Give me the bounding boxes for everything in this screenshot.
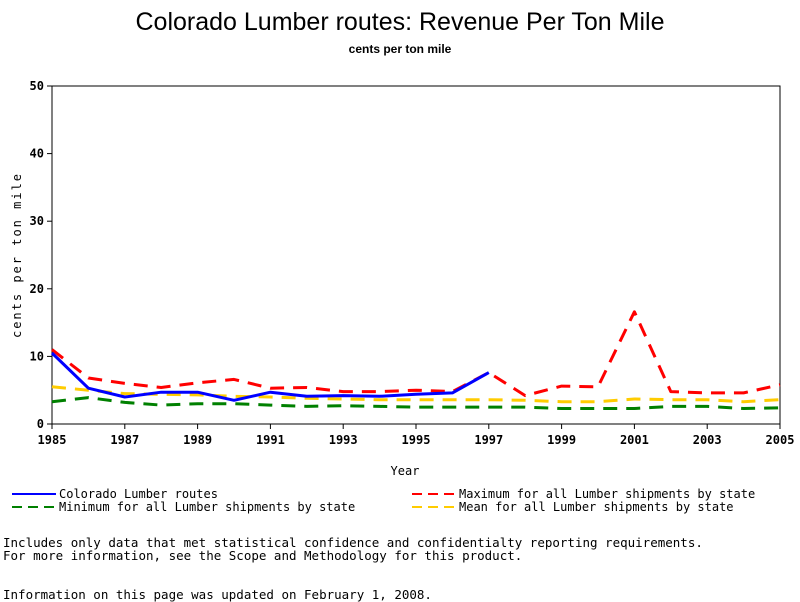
series-line-2	[51, 396, 781, 410]
legend-label-1: Maximum for all Lumber shipments by stat…	[459, 487, 755, 501]
y-axis-label: cents per ton mile	[10, 172, 24, 338]
x-tick-label: 1989	[183, 433, 212, 447]
legend-label-0: Colorado Lumber routes	[59, 487, 218, 501]
x-tick-label: 2001	[620, 433, 649, 447]
legend-label-2: Minimum for all Lumber shipments by stat…	[59, 500, 355, 514]
x-tick-label: 1987	[110, 433, 139, 447]
series-line-1	[51, 310, 781, 398]
x-tick-label: 2003	[693, 433, 722, 447]
x-axis: 1985 1987 1989 1991 1993 1995 1997 1999 2001 2003…	[38, 424, 795, 447]
series-line-3	[51, 385, 781, 404]
legend: Colorado Lumber routes Maximum for all Lu…	[12, 487, 755, 514]
x-tick-label: 2005	[766, 433, 795, 447]
x-tick-label: 1997	[474, 433, 503, 447]
note-methodology: For more information, see the Scope and …	[3, 548, 523, 563]
series-line-0	[50, 351, 490, 402]
series-lines	[50, 310, 781, 410]
x-tick-label: 1985	[38, 433, 67, 447]
plot-frame	[51, 85, 781, 425]
x-tick-label: 1995	[402, 433, 431, 447]
y-tick-label: 50	[30, 79, 44, 93]
x-tick-label: 1993	[329, 433, 358, 447]
x-axis-label: Year	[391, 464, 420, 478]
y-tick-label: 10	[30, 349, 44, 363]
chart-subtitle: cents per ton mile	[349, 42, 452, 56]
x-tick-label: 1991	[256, 433, 285, 447]
y-tick-label: 40	[30, 147, 44, 161]
legend-label-3: Mean for all Lumber shipments by state	[459, 500, 734, 514]
note-updated: Information on this page was updated on …	[3, 587, 432, 602]
chart-title: Colorado Lumber routes: Revenue Per Ton …	[136, 8, 665, 36]
y-axis: 0 10 20 30 40 50	[30, 79, 52, 431]
y-tick-label: 30	[30, 214, 44, 228]
x-tick-label: 1999	[547, 433, 576, 447]
note-confidence: Includes only data that met statistical …	[3, 535, 703, 550]
y-tick-label: 0	[37, 417, 44, 431]
y-tick-label: 20	[30, 282, 44, 296]
